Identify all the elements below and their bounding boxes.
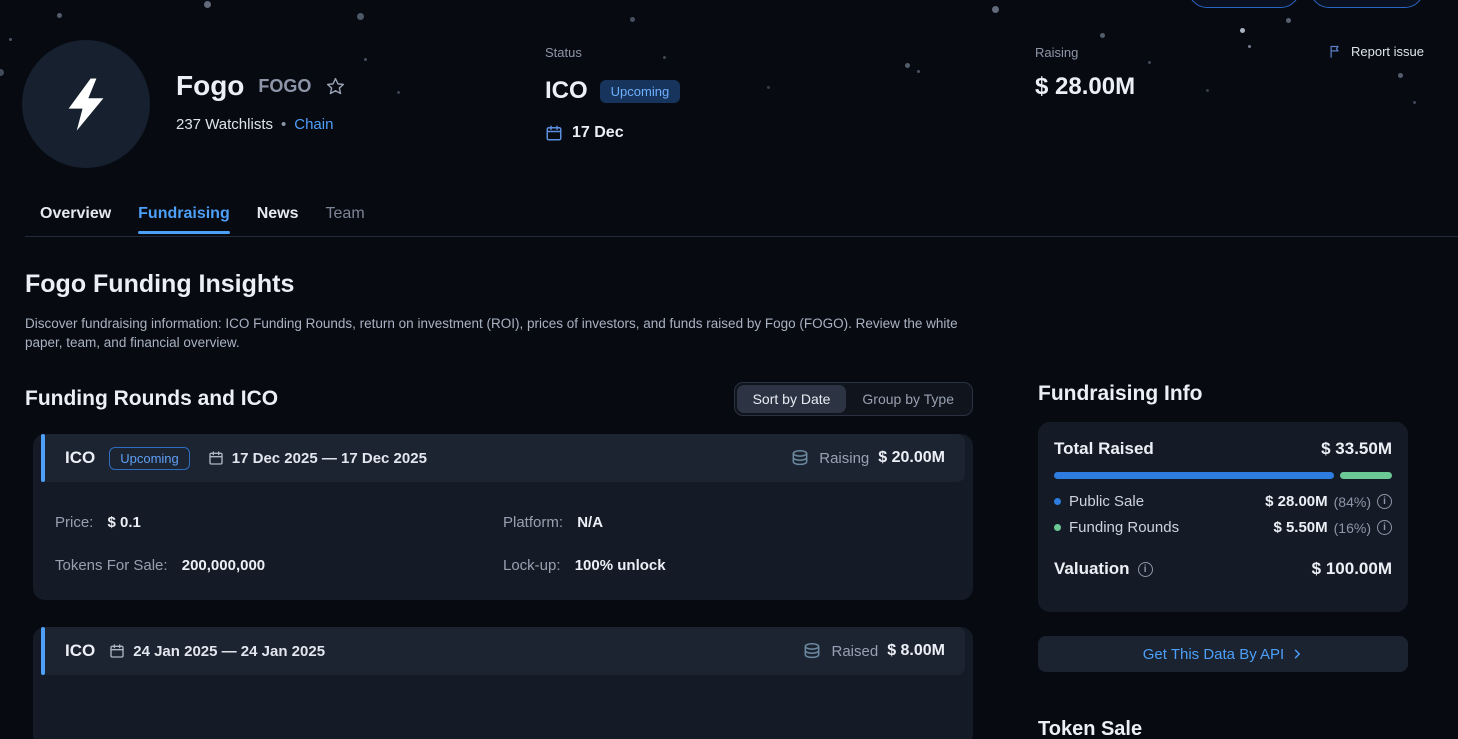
partial-section-heading: Token Sale: [1038, 718, 1143, 739]
tokens-value: 200,000,000: [181, 557, 266, 574]
tab-fundraising[interactable]: Fundraising: [138, 205, 230, 234]
funding-rounds-column: Funding Rounds and ICO Sort by Date Grou…: [25, 382, 973, 739]
api-button-label: Get This Data By API: [1142, 645, 1285, 663]
valuation-value: $ 100.00M: [1311, 559, 1392, 578]
total-raised-value: $ 33.50M: [1321, 439, 1392, 458]
watchlist-star-icon[interactable]: [325, 76, 346, 97]
group-by-type-button[interactable]: Group by Type: [846, 385, 970, 413]
coin-name: Fogo: [176, 70, 245, 101]
public-sale-row: Public Sale $ 28.00M (84%) i: [1054, 493, 1392, 510]
fundraising-info-card: Total Raised $ 33.50M Public Sale $ 28.0…: [1038, 422, 1408, 612]
dot-separator: •: [280, 116, 287, 133]
tab-news[interactable]: News: [256, 205, 299, 222]
legend-dot-green: [1054, 524, 1061, 531]
get-data-by-api-button[interactable]: Get This Data By API: [1038, 636, 1408, 672]
report-issue-label: Report issue: [1351, 44, 1424, 59]
lightning-bolt-icon: [68, 78, 104, 131]
status-label: Status: [545, 45, 582, 60]
page-description: Discover fundraising information: ICO Fu…: [25, 316, 958, 350]
public-sale-pct: (84%): [1333, 493, 1371, 510]
progress-funding-rounds: [1339, 472, 1392, 479]
round-type: ICO: [65, 448, 96, 467]
fundraising-info-title: Fundraising Info: [1038, 382, 1203, 405]
sort-by-date-button[interactable]: Sort by Date: [736, 385, 847, 413]
report-issue-button[interactable]: Report issue: [1328, 44, 1424, 59]
rounds-title: Funding Rounds and ICO: [25, 387, 279, 410]
status-date: 17 Dec: [572, 124, 624, 141]
price-label: Price:: [55, 514, 94, 531]
round-amount: $ 8.00M: [887, 642, 945, 659]
funding-rounds-row: Funding Rounds $ 5.50M (16%) i: [1054, 519, 1392, 536]
round-dates: 24 Jan 2025 — 24 Jan 2025: [133, 642, 326, 660]
page-title: Fogo Funding Insights: [25, 270, 295, 298]
raising-value: $ 28.00M: [1035, 73, 1136, 100]
tokens-label: Tokens For Sale:: [55, 557, 168, 574]
public-sale-value: $ 28.00M: [1265, 493, 1328, 510]
coin-logo: [22, 40, 150, 168]
legend-dot-blue: [1054, 498, 1061, 505]
calendar-icon: [109, 643, 125, 659]
platform-value: N/A: [577, 514, 604, 531]
round-upcoming-badge: Upcoming: [109, 446, 190, 470]
info-icon[interactable]: i: [1377, 494, 1392, 509]
chevron-right-icon: [1294, 649, 1301, 659]
valuation-label: Valuation: [1054, 559, 1130, 578]
calendar-icon: [208, 450, 224, 466]
flag-icon: [1328, 44, 1343, 59]
raise-progress-bar: [1054, 472, 1392, 479]
partial-top-button-1[interactable]: [1188, 0, 1300, 8]
platform-field: Platform: N/A: [503, 514, 951, 531]
round-type: ICO: [65, 641, 96, 660]
tab-overview[interactable]: Overview: [40, 205, 112, 222]
round-card-ico-upcoming: ICO Upcoming 17 Dec 2025 — 17 Dec 2025: [33, 434, 973, 600]
sort-toggle: Sort by Date Group by Type: [733, 382, 973, 416]
round-amount-label: Raising: [819, 449, 870, 467]
watchlist-count: 237 Watchlists: [176, 116, 273, 133]
info-icon[interactable]: i: [1377, 520, 1392, 535]
tab-team[interactable]: Team: [325, 205, 365, 222]
calendar-icon: [545, 124, 563, 142]
coins-icon: [802, 641, 822, 661]
lockup-value: 100% unlock: [574, 557, 666, 574]
status-upcoming-badge: Upcoming: [599, 79, 681, 103]
tab-bar: Overview Fundraising News Team: [40, 205, 365, 234]
info-icon[interactable]: i: [1137, 561, 1153, 577]
round-card-header[interactable]: ICO 24 Jan 2025 — 24 Jan 2025: [41, 627, 965, 675]
partial-top-button-2[interactable]: [1310, 0, 1424, 8]
total-raised-label: Total Raised: [1054, 439, 1154, 458]
funding-rounds-label: Funding Rounds: [1069, 519, 1180, 536]
round-card-body: Price: $ 0.1 Platform: N/A Tokens For Sa…: [33, 490, 973, 600]
funding-rounds-value: $ 5.50M: [1273, 519, 1328, 536]
round-amount-label: Raised: [831, 642, 879, 660]
status-block: Status ICO Upcoming 17 Dec: [545, 45, 681, 142]
raising-label: Raising: [1035, 45, 1079, 60]
coin-ticker: FOGO: [258, 75, 312, 96]
status-value: ICO: [545, 77, 588, 104]
platform-label: Platform:: [503, 514, 564, 531]
tokens-for-sale-field: Tokens For Sale: 200,000,000: [55, 557, 503, 574]
round-card-ico-past: ICO 24 Jan 2025 — 24 Jan 2025: [33, 627, 973, 739]
tab-divider: [25, 236, 1458, 237]
round-card-header[interactable]: ICO Upcoming 17 Dec 2025 — 17 Dec 2025: [41, 434, 965, 482]
lockup-field: Lock-up: 100% unlock: [503, 557, 951, 574]
decorative-dots: [0, 0, 5, 5]
public-sale-label: Public Sale: [1069, 493, 1145, 510]
coins-icon: [790, 448, 810, 468]
raising-block: Raising $ 28.00M: [1035, 45, 1135, 101]
funding-rounds-pct: (16%): [1333, 519, 1371, 536]
valuation-row: Valuation i $ 100.00M: [1054, 559, 1392, 579]
price-field: Price: $ 0.1: [55, 514, 503, 531]
coin-name-block: Fogo FOGO 237 Watchlists • Chain: [176, 70, 346, 133]
insights-section: Fogo Funding Insights Discover fundraisi…: [25, 270, 985, 353]
round-amount: $ 20.00M: [878, 449, 945, 466]
lockup-label: Lock-up:: [503, 557, 561, 574]
chain-link[interactable]: Chain: [294, 116, 334, 133]
fundraising-info-sidebar: Fundraising Info Total Raised $ 33.50M P…: [1038, 382, 1408, 739]
progress-public-sale: [1054, 472, 1334, 479]
price-value: $ 0.1: [107, 514, 141, 531]
round-dates: 17 Dec 2025 — 17 Dec 2025: [231, 449, 427, 467]
